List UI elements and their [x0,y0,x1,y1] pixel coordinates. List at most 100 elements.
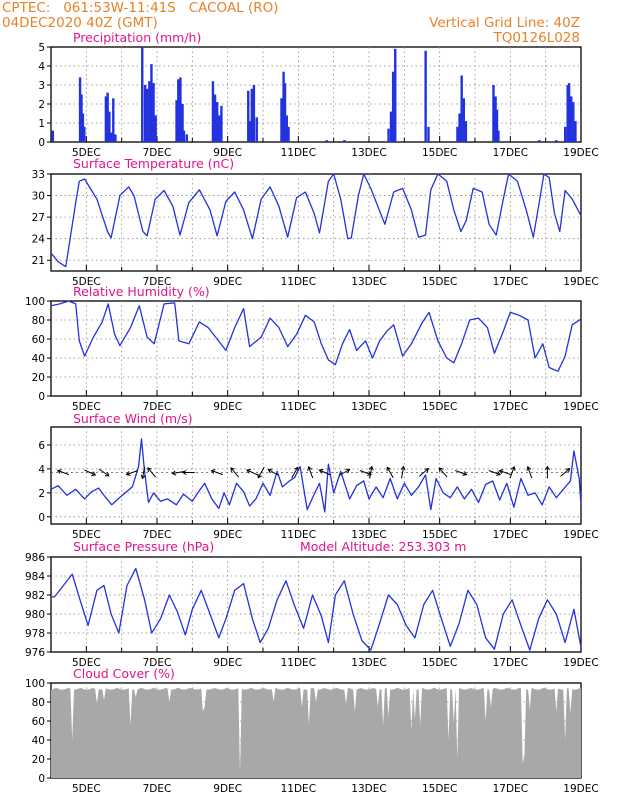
precip-bar [152,83,155,142]
precip-ytick-label: 1 [38,118,45,130]
wind-arrow-shaft [84,469,96,476]
wind-arrow-shaft [560,468,571,477]
cloud-xtick-label: 15DEC [422,783,457,795]
wind-arrow-shaft [338,469,350,476]
wind-arrow-shaft [359,470,372,476]
precip-bar [564,126,567,142]
wind-arrow-head [140,474,146,480]
wind-arrow-head [104,472,110,477]
wind-arrow-head [147,467,152,472]
wind-arrow-head [230,467,235,472]
precip-bar [462,98,465,142]
precip-bar [285,115,288,142]
wind-arrow-shaft [509,466,515,479]
precip-xtick-label: 15DEC [422,147,457,159]
precip-bar [566,85,569,142]
pressure-xtick-label: 17DEC [493,657,528,669]
wind-arrow-head [210,469,216,474]
wind-arrow-head [181,469,187,476]
rh-series-line [50,300,582,372]
wind-arrow-shaft [257,467,265,478]
rh-ytick-label: 100 [25,296,45,308]
rh-xtick-label: 11DEC [281,401,316,413]
model-id: TQ0126L028 [493,30,580,46]
pressure-xtick-label: 11DEC [281,657,316,669]
wind-series-line [50,438,582,513]
pressure-xtick-label: 7DEC [143,657,172,669]
temp-ytick-label: 24 [32,234,46,246]
pressure-model-altitude: Model Altitude: 253.303 m [300,539,466,554]
wind-xtick-label: 17DEC [493,529,528,541]
precip-bar [211,81,215,142]
pressure-xtick-label: 5DEC [72,657,101,669]
precip-bar [83,126,86,142]
precip-bar [250,88,253,142]
rh-ytick-label: 80 [32,315,45,327]
precip-bar [215,102,219,142]
pressure-ytick-label: 980 [25,609,45,621]
chart-header: CPTEC: 061:53W-11:41S CACOAL (RO) 04DEC2… [0,0,618,46]
wind-arrow-head [526,466,532,471]
precip-bar [456,126,459,142]
wind-arrow-shaft [369,466,373,479]
precip-bar [382,141,385,142]
precip-bar [391,71,395,142]
wind-arrow-head [496,471,501,476]
precip-bar [287,126,290,142]
wind-arrow-head [498,469,504,474]
precip-ytick-label: 2 [38,99,45,111]
precip-bar [51,130,55,142]
precip-ytick-label: 3 [38,80,45,92]
rh-xtick-label: 15DEC [422,401,457,413]
temp-series-line [50,173,582,268]
wind-arrow-head [462,471,468,476]
wind-ytick-label: 6 [38,440,45,452]
wind-arrow-head [125,471,131,476]
precip-bar [177,79,180,142]
wind-arrow-shaft [57,470,70,476]
wind-arrow-head [367,471,372,476]
cloud-xtick-label: 17DEC [493,783,528,795]
wind-arrow-head [400,465,406,471]
precip-bar [78,77,82,142]
wind-arrow-shaft [527,466,533,479]
wind-xtick-label: 5DEC [72,529,101,541]
rh-xtick-label: 7DEC [143,401,172,413]
rh-xtick-label: 13DEC [351,401,386,413]
cloud-xtick-label: 5DEC [72,783,101,795]
wind-arrow-head [386,466,391,472]
temp-xtick-label: 13DEC [351,276,386,288]
grid-line-note: Vertical Grid Line: 40Z [429,15,580,31]
wind-arrow-head [294,466,299,472]
precip-bar [146,88,149,142]
wind-arrow-head [318,469,324,474]
rh-ytick-label: 60 [32,334,45,346]
precip-bar [185,134,188,142]
precip-bar [555,140,558,142]
precip-bar [570,96,573,142]
wind-title: Surface Wind (m/s) [73,411,193,426]
precip-bar [255,117,258,142]
precip-bar [141,47,144,142]
temp-ytick-label: 27 [32,212,45,224]
cloud-xtick-label: 7DEC [143,783,172,795]
precip-title: Precipitation (mm/h) [73,30,201,45]
temp-xtick-label: 17DEC [493,276,528,288]
wind-xtick-label: 19DEC [563,529,598,541]
wind-arrow-shaft [455,470,467,476]
pressure-series-line [51,567,582,651]
precip-bar [252,85,256,142]
precip-bar [494,96,497,142]
wind-arrow-head [510,466,516,471]
precip-bar [179,77,182,142]
wind-xtick-label: 9DEC [213,529,242,541]
wind-arrow-shaft [291,467,299,478]
wind-arrow-shaft [246,469,259,476]
precip-bar [460,75,463,142]
cloud-xtick-label: 19DEC [563,783,598,795]
precip-bar [572,102,575,142]
rh-xtick-label: 9DEC [213,401,242,413]
wind-arrow-shaft [147,467,156,478]
wind-arrow-head [565,467,571,473]
wind-arrow-head [424,467,430,473]
